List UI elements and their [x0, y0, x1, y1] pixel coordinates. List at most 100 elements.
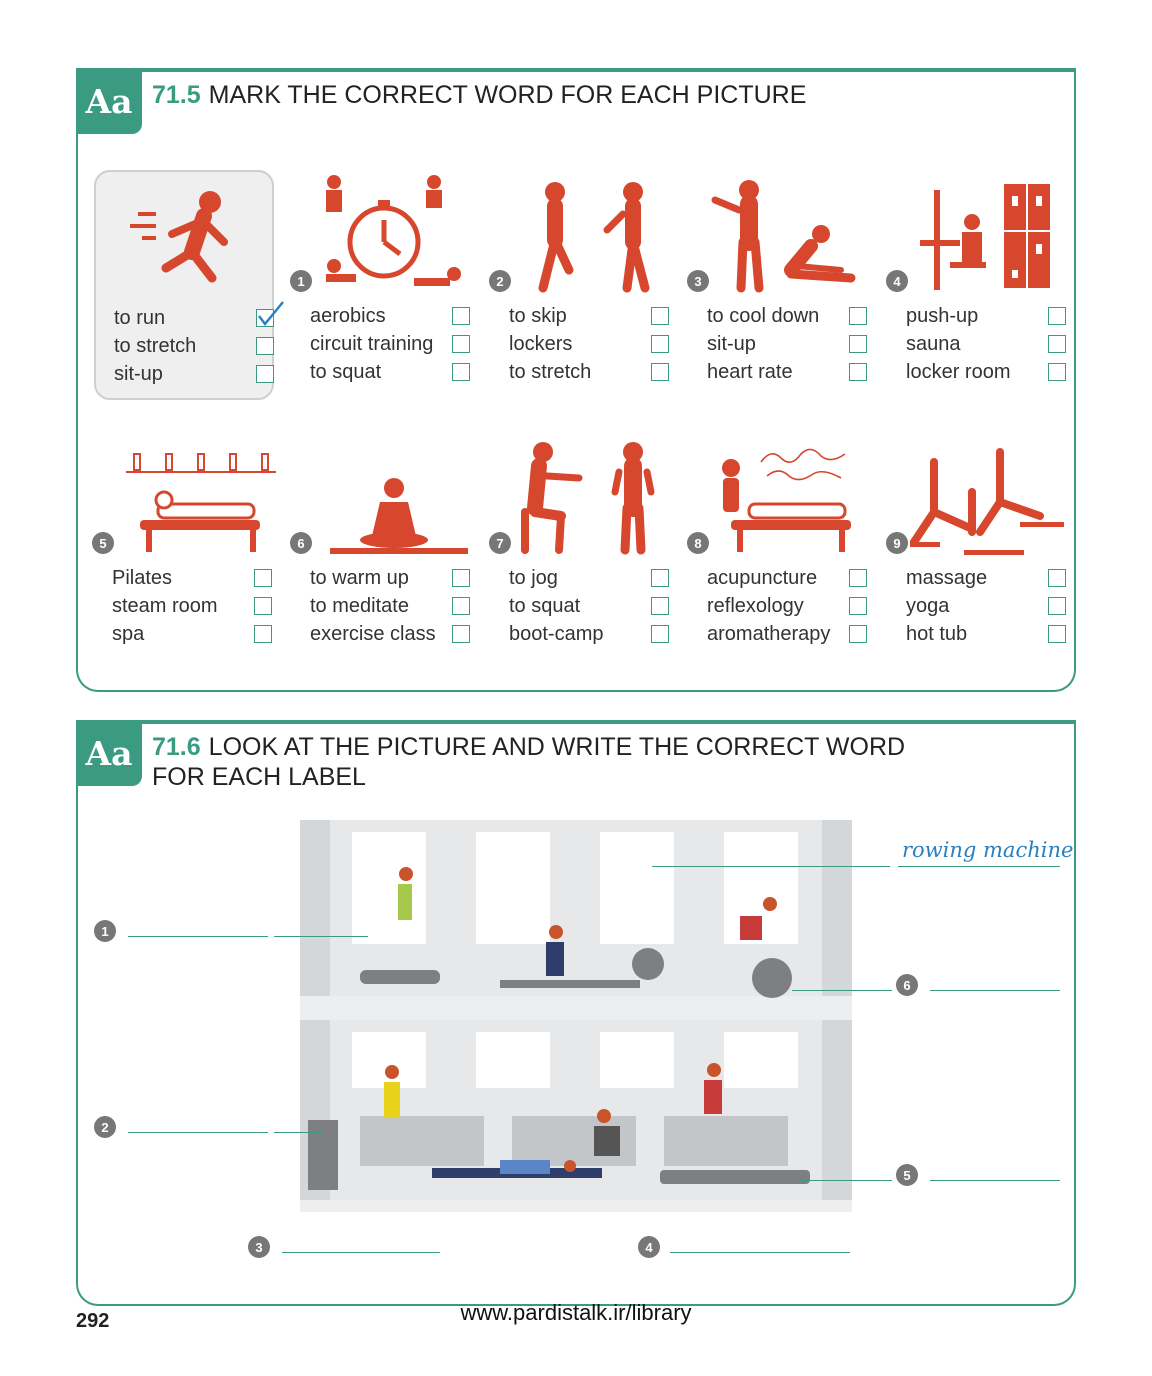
item-4: 4 push-up sauna locker room	[886, 170, 1068, 400]
answer-line[interactable]	[128, 936, 268, 937]
checkbox[interactable]	[254, 625, 272, 643]
option-text: aerobics	[310, 305, 386, 327]
checkbox[interactable]	[651, 569, 669, 587]
option: to run	[114, 301, 284, 332]
item-number: 9	[886, 532, 908, 554]
checkbox[interactable]	[1048, 363, 1066, 381]
item-5: 5 Pilates steam room spa	[92, 432, 276, 662]
option-list: Pilates steam room spa	[112, 564, 272, 648]
example-answer-line	[898, 866, 1060, 867]
checkbox[interactable]	[849, 625, 867, 643]
item-3: 3 to cool down sit-up heart rate	[687, 170, 869, 400]
option: to jog	[509, 564, 669, 592]
option-text: to stretch	[509, 361, 592, 383]
item-2: 2 to skip lockers to stretch	[489, 170, 671, 400]
option-text: lockers	[509, 333, 573, 355]
checkbox[interactable]	[452, 625, 470, 643]
answer-line[interactable]	[930, 990, 1060, 991]
checkbox[interactable]	[452, 335, 470, 353]
option: aromatherapy	[707, 620, 867, 648]
exercise-heading: 71.5 MARK THE CORRECT WORD FOR EACH PICTU…	[152, 80, 806, 110]
label-number: 1	[94, 920, 116, 942]
exercise-title-line-2: FOR EACH LABEL	[152, 763, 366, 791]
option-text: spa	[112, 623, 145, 645]
option-list: to jog to squat boot-camp	[509, 564, 669, 648]
checkbox[interactable]	[849, 307, 867, 325]
option: to squat	[509, 592, 669, 620]
checkbox[interactable]	[452, 569, 470, 587]
option: boot-camp	[509, 620, 669, 648]
option: Pilates	[112, 564, 272, 592]
option: hot tub	[906, 620, 1066, 648]
option: spa	[112, 620, 272, 648]
option-text: boot-camp	[509, 623, 604, 645]
option-text: to jog	[509, 567, 558, 589]
option-text: massage	[906, 567, 988, 589]
option-text: to run	[114, 307, 166, 329]
gym-illustration	[300, 820, 852, 1212]
checkbox[interactable]	[849, 569, 867, 587]
item-number: 3	[687, 270, 709, 292]
option-text: circuit training	[310, 333, 434, 355]
option: push-up	[906, 302, 1066, 330]
item-9: 9 massage yoga hot tub	[886, 432, 1068, 662]
option: to squat	[310, 358, 470, 386]
footer-url[interactable]: www.pardistalk.ir/library	[460, 1300, 692, 1325]
option: to skip	[509, 302, 669, 330]
squat-icon	[521, 442, 655, 555]
leader-line	[792, 990, 892, 991]
checkbox[interactable]	[651, 625, 669, 643]
option: steam room	[112, 592, 272, 620]
option-text: to cool down	[707, 305, 820, 327]
leader-line	[274, 936, 368, 937]
checkbox[interactable]	[651, 335, 669, 353]
answer-line[interactable]	[128, 1132, 268, 1133]
item-number: 8	[687, 532, 709, 554]
checkbox[interactable]	[1048, 569, 1066, 587]
item-8: 8 acupuncture reflexology aromatherapy	[687, 432, 869, 662]
vocabulary-badge: Aa	[76, 68, 142, 134]
option-text: yoga	[906, 595, 950, 617]
aromatherapy-icon	[722, 448, 851, 552]
answer-line[interactable]	[282, 1252, 440, 1253]
checkbox[interactable]	[256, 365, 274, 383]
checkbox[interactable]	[849, 335, 867, 353]
option-list: to cool down sit-up heart rate	[707, 302, 867, 386]
yoga-icon	[910, 448, 1064, 555]
checkbox[interactable]	[651, 597, 669, 615]
option-text: Pilates	[112, 567, 173, 589]
checkbox[interactable]	[849, 363, 867, 381]
option: sit-up	[114, 360, 274, 388]
checkbox[interactable]	[452, 363, 470, 381]
option-text: acupuncture	[707, 567, 818, 589]
checkbox[interactable]	[849, 597, 867, 615]
checkbox[interactable]	[1048, 597, 1066, 615]
exercise-71-5-panel: Aa 71.5 MARK THE CORRECT WORD FOR EACH PI…	[76, 68, 1076, 692]
checkbox[interactable]	[1048, 307, 1066, 325]
leader-line	[800, 1180, 892, 1181]
checkbox[interactable]	[254, 569, 272, 587]
item-1: 1 aerobics circuit training to squat	[290, 170, 472, 400]
checkbox[interactable]	[1048, 335, 1066, 353]
option-list: massage yoga hot tub	[906, 564, 1066, 648]
answer-line[interactable]	[670, 1252, 850, 1253]
answer-line[interactable]	[930, 1180, 1060, 1181]
checkbox[interactable]	[651, 307, 669, 325]
option-text: to meditate	[310, 595, 409, 617]
option: to meditate	[310, 592, 470, 620]
checkbox[interactable]	[452, 307, 470, 325]
checkbox[interactable]	[1048, 625, 1066, 643]
checkbox[interactable]	[254, 597, 272, 615]
label-number: 2	[94, 1116, 116, 1138]
leader-line	[652, 866, 890, 867]
checkbox[interactable]	[256, 337, 274, 355]
item-number: 5	[92, 532, 114, 554]
option-text: to skip	[509, 305, 567, 327]
item-number: 1	[290, 270, 312, 292]
checkmark-icon	[258, 301, 284, 326]
checkbox[interactable]	[452, 597, 470, 615]
checkbox[interactable]	[256, 301, 284, 327]
checkbox[interactable]	[651, 363, 669, 381]
option: to cool down	[707, 302, 867, 330]
option: to stretch	[114, 332, 274, 360]
